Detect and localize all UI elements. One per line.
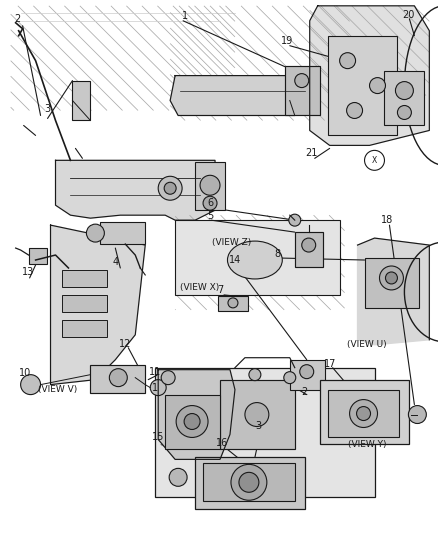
Circle shape — [364, 150, 384, 171]
Bar — [327, 390, 399, 438]
Circle shape — [244, 402, 268, 426]
Text: 12: 12 — [119, 339, 131, 349]
Text: 3: 3 — [44, 103, 50, 114]
Text: 14: 14 — [228, 255, 240, 265]
Bar — [294, 232, 322, 267]
Text: 1: 1 — [182, 11, 188, 21]
Circle shape — [369, 78, 385, 94]
Text: 8: 8 — [274, 249, 280, 259]
Bar — [165, 394, 219, 449]
Circle shape — [378, 266, 403, 290]
Bar — [62, 295, 107, 312]
Bar — [175, 220, 339, 295]
Circle shape — [200, 175, 219, 195]
Bar — [384, 70, 424, 125]
Circle shape — [299, 365, 313, 378]
Circle shape — [203, 196, 216, 210]
Text: 13: 13 — [21, 267, 34, 277]
Text: 7: 7 — [216, 285, 223, 295]
Text: 2: 2 — [301, 386, 307, 397]
Circle shape — [230, 464, 266, 500]
Circle shape — [407, 406, 425, 424]
Circle shape — [396, 106, 410, 119]
Circle shape — [248, 369, 260, 381]
Bar — [194, 163, 224, 210]
Text: 10: 10 — [18, 368, 31, 378]
Text: 19: 19 — [280, 36, 292, 46]
Text: 6: 6 — [206, 198, 212, 208]
Bar — [62, 270, 107, 287]
Circle shape — [184, 414, 200, 430]
Bar — [100, 222, 145, 244]
Text: 15: 15 — [152, 432, 164, 442]
Text: (VIEW Z): (VIEW Z) — [212, 238, 251, 247]
Text: 5: 5 — [206, 211, 213, 221]
Bar — [72, 80, 90, 120]
Polygon shape — [55, 160, 215, 220]
Circle shape — [158, 176, 182, 200]
Circle shape — [21, 375, 40, 394]
Ellipse shape — [227, 241, 282, 279]
Polygon shape — [309, 6, 428, 146]
Circle shape — [164, 182, 176, 194]
Text: 1: 1 — [152, 383, 158, 393]
Circle shape — [301, 238, 315, 252]
Bar — [218, 296, 247, 311]
Polygon shape — [357, 238, 428, 345]
Text: 2: 2 — [14, 14, 21, 24]
Circle shape — [294, 74, 308, 87]
Text: 20: 20 — [401, 10, 413, 20]
Circle shape — [176, 406, 208, 438]
Circle shape — [109, 369, 127, 386]
Bar — [155, 368, 374, 497]
Bar — [62, 320, 107, 337]
Polygon shape — [170, 76, 314, 116]
Circle shape — [283, 372, 295, 384]
Bar — [284, 66, 319, 116]
Circle shape — [395, 82, 413, 100]
Text: 11: 11 — [149, 367, 161, 377]
Circle shape — [339, 53, 355, 69]
Text: 16: 16 — [215, 439, 228, 448]
Circle shape — [346, 102, 362, 118]
Bar — [364, 258, 418, 308]
Circle shape — [227, 298, 237, 308]
Polygon shape — [50, 225, 145, 385]
Bar — [28, 248, 46, 264]
Circle shape — [238, 472, 258, 492]
Bar — [319, 379, 409, 445]
Bar — [219, 379, 294, 449]
Bar — [289, 360, 324, 390]
Circle shape — [288, 214, 300, 226]
Text: 17: 17 — [323, 359, 335, 369]
Circle shape — [385, 272, 396, 284]
Text: 3: 3 — [254, 422, 260, 432]
Text: (VIEW Y): (VIEW Y) — [347, 440, 386, 449]
Circle shape — [356, 407, 370, 421]
Circle shape — [161, 370, 175, 385]
Bar — [203, 463, 294, 501]
Bar — [194, 457, 304, 509]
Polygon shape — [158, 370, 234, 459]
Text: 4: 4 — [112, 257, 118, 267]
Circle shape — [150, 379, 166, 395]
Text: (VIEW U): (VIEW U) — [346, 340, 385, 349]
Circle shape — [169, 469, 187, 486]
Bar — [327, 36, 396, 135]
Bar — [90, 365, 145, 393]
Text: (VIEW V): (VIEW V) — [38, 385, 77, 394]
Circle shape — [86, 224, 104, 242]
Text: 18: 18 — [381, 215, 393, 225]
Text: (VIEW X): (VIEW X) — [180, 284, 219, 293]
Circle shape — [349, 400, 377, 427]
Text: 21: 21 — [305, 148, 317, 158]
Text: X: X — [371, 156, 376, 165]
